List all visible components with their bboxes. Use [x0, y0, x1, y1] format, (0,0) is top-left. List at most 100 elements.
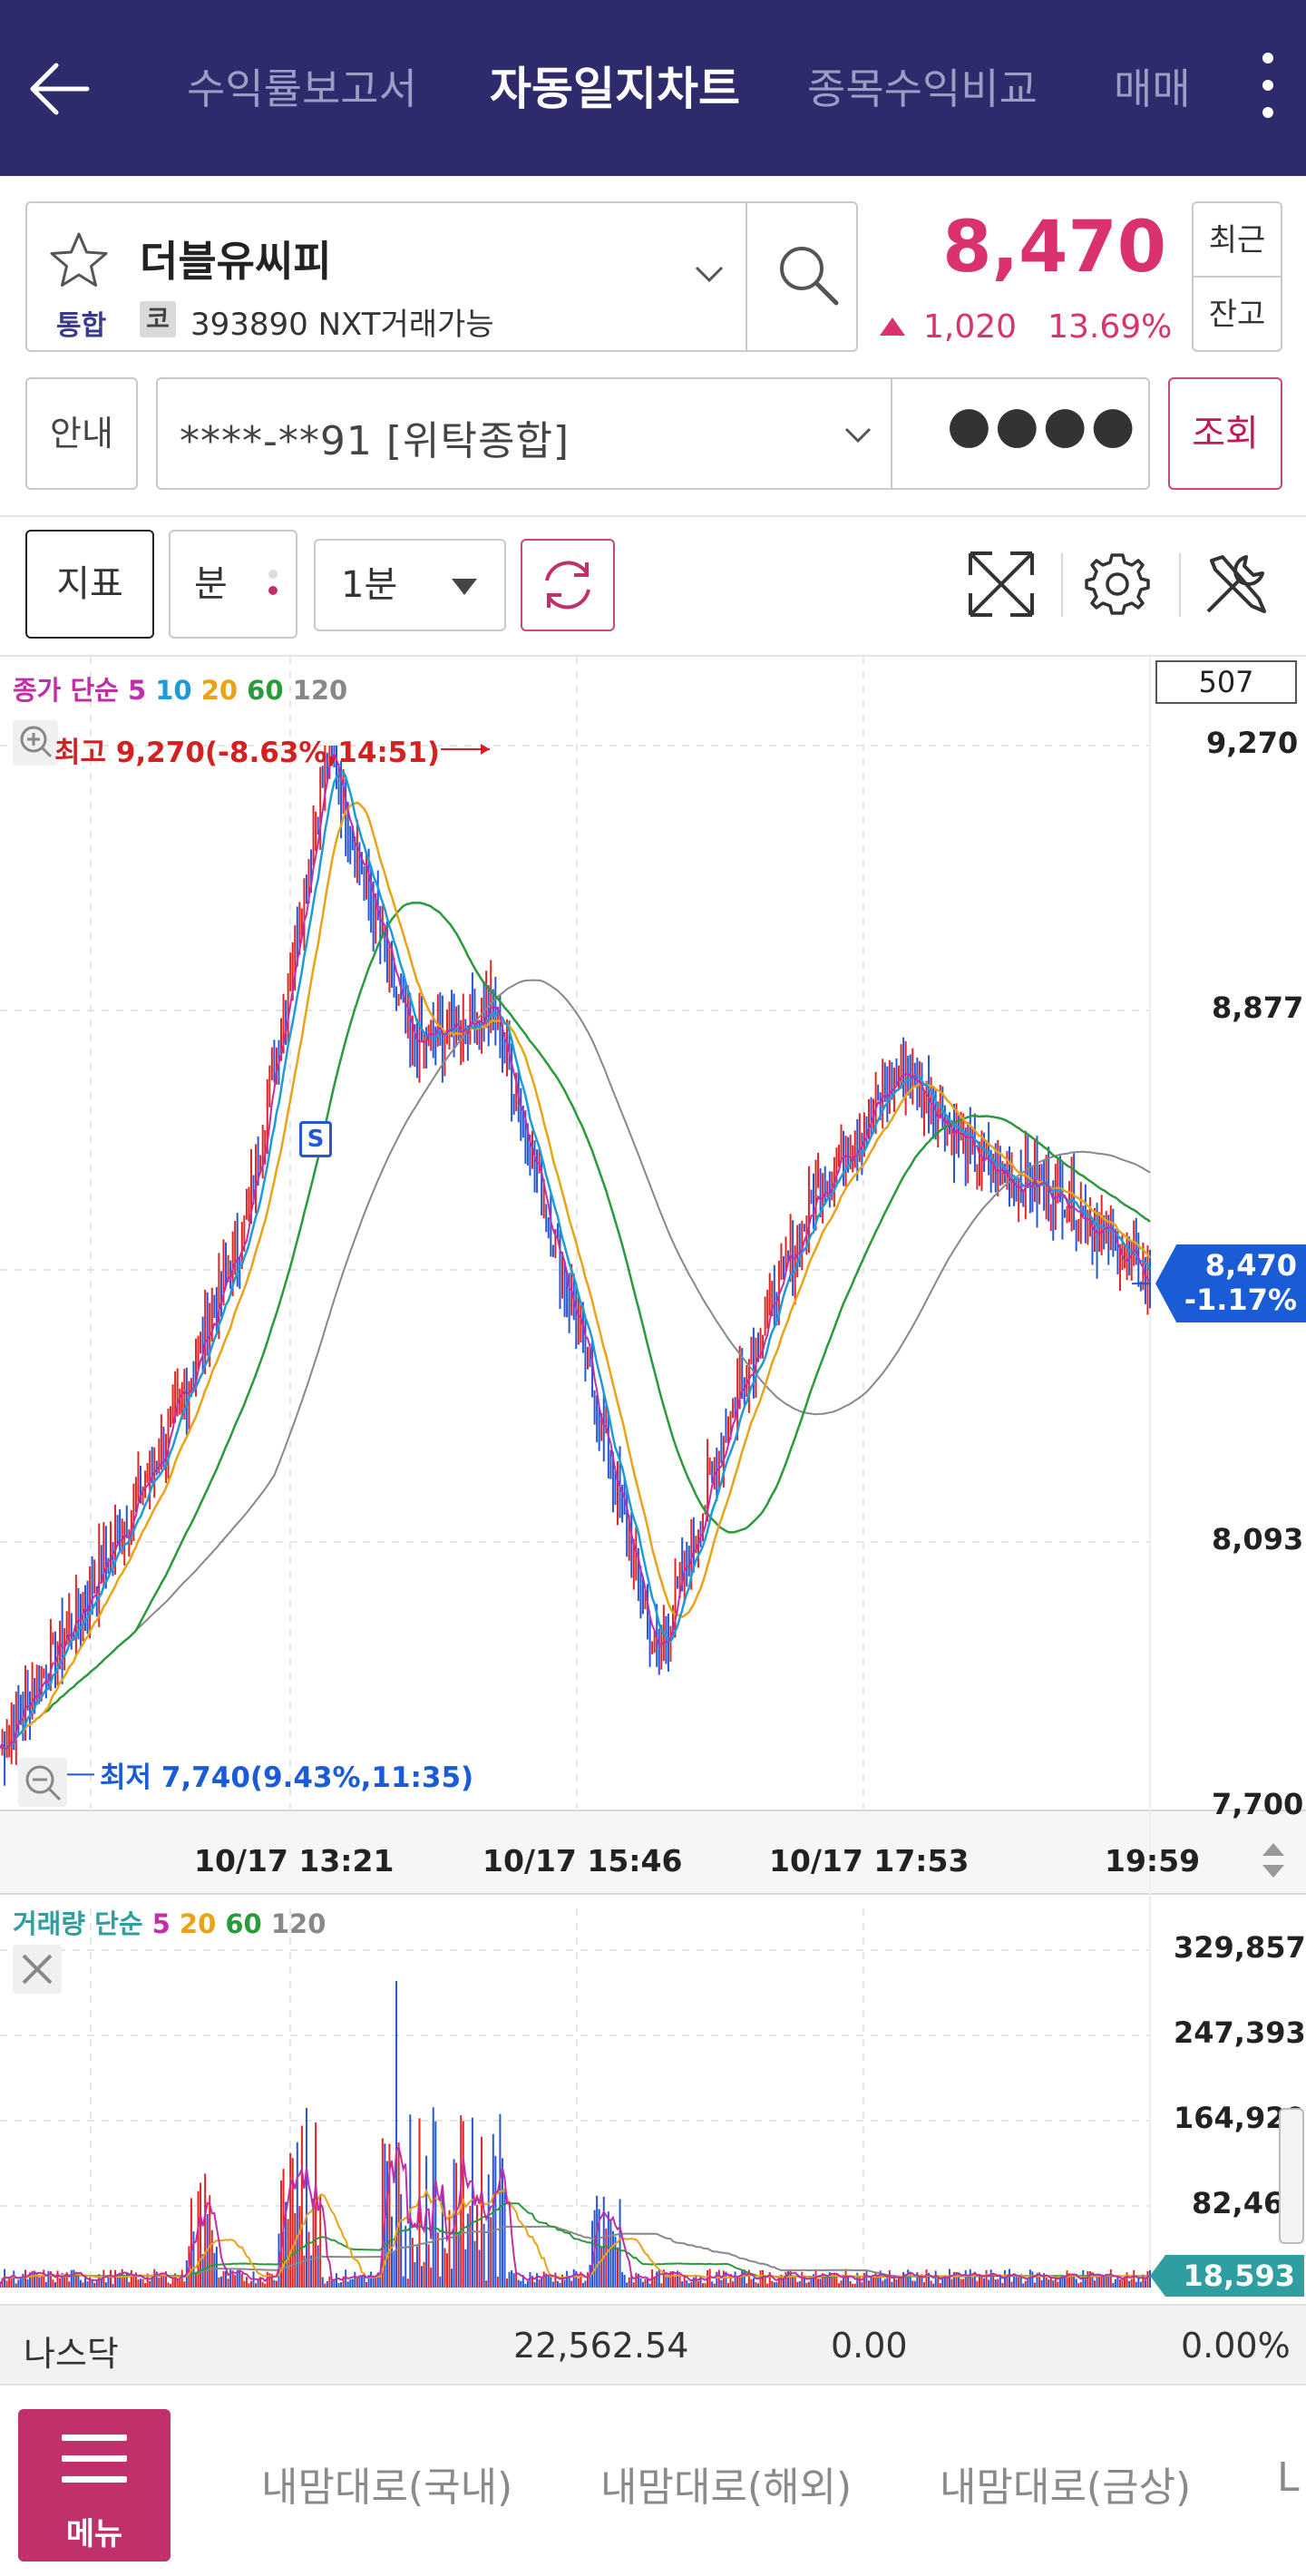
market-label: 통합: [56, 310, 107, 342]
volume-tick-label: 329,857: [1174, 1930, 1306, 1965]
expand-icon[interactable]: [965, 548, 1038, 620]
current-price-tag: 8,470 -1.17%: [1155, 1244, 1306, 1322]
period-button[interactable]: 분: [169, 530, 297, 639]
exchange-badge: 코: [140, 301, 176, 337]
chevron-down-icon[interactable]: [689, 254, 729, 294]
volume-legend-prefix: 거래량 단순: [13, 1908, 143, 1939]
stock-selector[interactable]: 더블유씨피 통합 코 393890 NXT거래가능: [25, 201, 858, 352]
legend-ma120: 120: [292, 675, 348, 706]
market-index-row[interactable]: 나스닥 22,562.54 0.00 0.00%: [0, 2304, 1306, 2386]
x-axis-band: [0, 1810, 1306, 1894]
refresh-icon: [545, 561, 590, 610]
volume-tick-label: 247,393: [1174, 2015, 1306, 2050]
chevron-down-icon[interactable]: [840, 417, 876, 454]
hamburger-icon: [62, 2435, 127, 2497]
tab-trade[interactable]: 매매: [1114, 64, 1191, 113]
period-label: 분: [194, 563, 228, 605]
volume-scrollbar[interactable]: [1279, 2108, 1304, 2244]
tab-auto-journal-chart[interactable]: 자동일지차트: [490, 63, 740, 115]
back-arrow-icon[interactable]: [24, 53, 96, 125]
index-change: 0.00: [831, 2326, 908, 2366]
refresh-button[interactable]: [521, 539, 615, 631]
high-marker-arrow: [481, 744, 490, 755]
change-amount: 1,020: [923, 308, 1018, 346]
zoom-out-icon[interactable]: [18, 1758, 67, 1807]
indicator-button[interactable]: 지표: [25, 530, 154, 639]
legend-ma10: 10: [155, 675, 192, 706]
search-icon[interactable]: [773, 239, 845, 312]
inquire-button[interactable]: 조회: [1168, 377, 1282, 490]
top-nav-bar: 수익률보고서 자동일지차트 종목수익비교 매매: [0, 0, 1306, 176]
favorite-star-icon[interactable]: [47, 229, 111, 292]
period-dots-icon: [268, 570, 278, 602]
count-box: 507: [1155, 660, 1297, 704]
tab-return-report[interactable]: 수익률보고서: [187, 64, 417, 113]
close-icon[interactable]: [13, 1945, 62, 1994]
divider: [0, 515, 1306, 517]
vlegend-ma60: 60: [225, 1908, 262, 1939]
recent-button[interactable]: 최근: [1194, 203, 1281, 278]
up-triangle-icon: [880, 317, 905, 336]
divider: [746, 203, 747, 350]
volume-ma60-line: [0, 2202, 1151, 2285]
index-value: 22,562.54: [513, 2326, 689, 2366]
vlegend-ma20: 20: [179, 1908, 217, 1939]
bottom-item-more[interactable]: L: [1277, 2454, 1300, 2501]
legend-ma5: 5: [127, 675, 147, 706]
divider: [0, 655, 1306, 657]
interval-value: 1분: [341, 564, 398, 606]
bottom-item-commodity[interactable]: 내맘대로(금상): [940, 2464, 1192, 2511]
vlegend-ma120: 120: [270, 1908, 326, 1939]
zoom-in-icon[interactable]: [13, 720, 58, 766]
low-label: 최저 7,740(9.43%,11:35): [100, 1761, 474, 1794]
bottom-item-domestic[interactable]: 내맘대로(국내): [261, 2464, 513, 2511]
divider: [1061, 553, 1063, 617]
gear-icon[interactable]: [1081, 548, 1154, 620]
high-label: 최고 9,270(-8.63%,14:51): [54, 737, 441, 769]
current-price: 8,470: [942, 207, 1166, 288]
divider: [891, 379, 892, 488]
account-number: ****-**91 [위탁종합]: [180, 418, 570, 464]
bottom-bar: 메뉴 내맘대로(국내) 내맘대로(해외) 내맘대로(금상) L: [0, 2387, 1306, 2576]
stock-name: 더블유씨피: [140, 237, 332, 286]
ma5-line: [0, 751, 1151, 1751]
x-tick-label: 10/17 13:21: [194, 1843, 395, 1878]
legend-ma60: 60: [247, 675, 284, 706]
tools-icon[interactable]: [1199, 548, 1272, 620]
tab-stock-return-compare[interactable]: 종목수익비교: [807, 64, 1038, 113]
volume-ma20-line: [0, 2187, 1151, 2285]
price-change: 1,020 13.69%: [880, 308, 1172, 346]
password-field[interactable]: ●●●●: [947, 395, 1139, 454]
y-tick-label: 9,270: [1206, 726, 1299, 760]
chart-canvas[interactable]: [0, 657, 1306, 2304]
legend-prefix: 종가 단순: [13, 675, 119, 706]
balance-button[interactable]: 잔고: [1208, 297, 1266, 333]
divider: [1179, 553, 1181, 617]
more-menu-icon[interactable]: [1250, 47, 1286, 129]
volume-current-tag: 18,593: [1150, 2255, 1304, 2297]
guide-button[interactable]: 안내: [25, 377, 138, 490]
price-ma-legend: 종가 단순 5 10 20 60 120: [13, 669, 347, 707]
bottom-item-overseas[interactable]: 내맘대로(해외): [600, 2464, 853, 2511]
menu-label: 메뉴: [65, 2516, 123, 2552]
interval-select[interactable]: 1분: [314, 539, 506, 631]
x-tick-label: 10/17 15:46: [482, 1843, 683, 1878]
scroll-updown-icon[interactable]: [1257, 1838, 1290, 1883]
legend-ma20: 20: [200, 675, 239, 706]
x-tick-label: 10/17 17:53: [769, 1843, 970, 1878]
x-tick-label: 19:59: [1105, 1843, 1201, 1878]
ma60-line: [0, 902, 1151, 1751]
index-percent: 0.00%: [1181, 2326, 1291, 2366]
volume-ma-legend: 거래량 단순 5 20 60 120: [13, 1903, 326, 1941]
price-chart[interactable]: 종가 단순 5 10 20 60 120 507 최고 9,270(-8.63%…: [0, 657, 1306, 2304]
ma10-line: [0, 770, 1152, 1751]
account-selector[interactable]: ****-**91 [위탁종합] ●●●●: [156, 377, 1150, 490]
y-tick-label: 8,093: [1212, 1522, 1304, 1556]
ma20-line: [0, 801, 1152, 1751]
signal-marker[interactable]: S: [299, 1121, 332, 1157]
recent-balance-toggle: 최근 잔고: [1192, 201, 1282, 352]
dropdown-arrow-icon: [452, 579, 477, 595]
menu-button[interactable]: 메뉴: [18, 2409, 171, 2561]
ma120-line: [0, 979, 1151, 1751]
current-price-tag-value: 8,470: [1204, 1248, 1297, 1283]
